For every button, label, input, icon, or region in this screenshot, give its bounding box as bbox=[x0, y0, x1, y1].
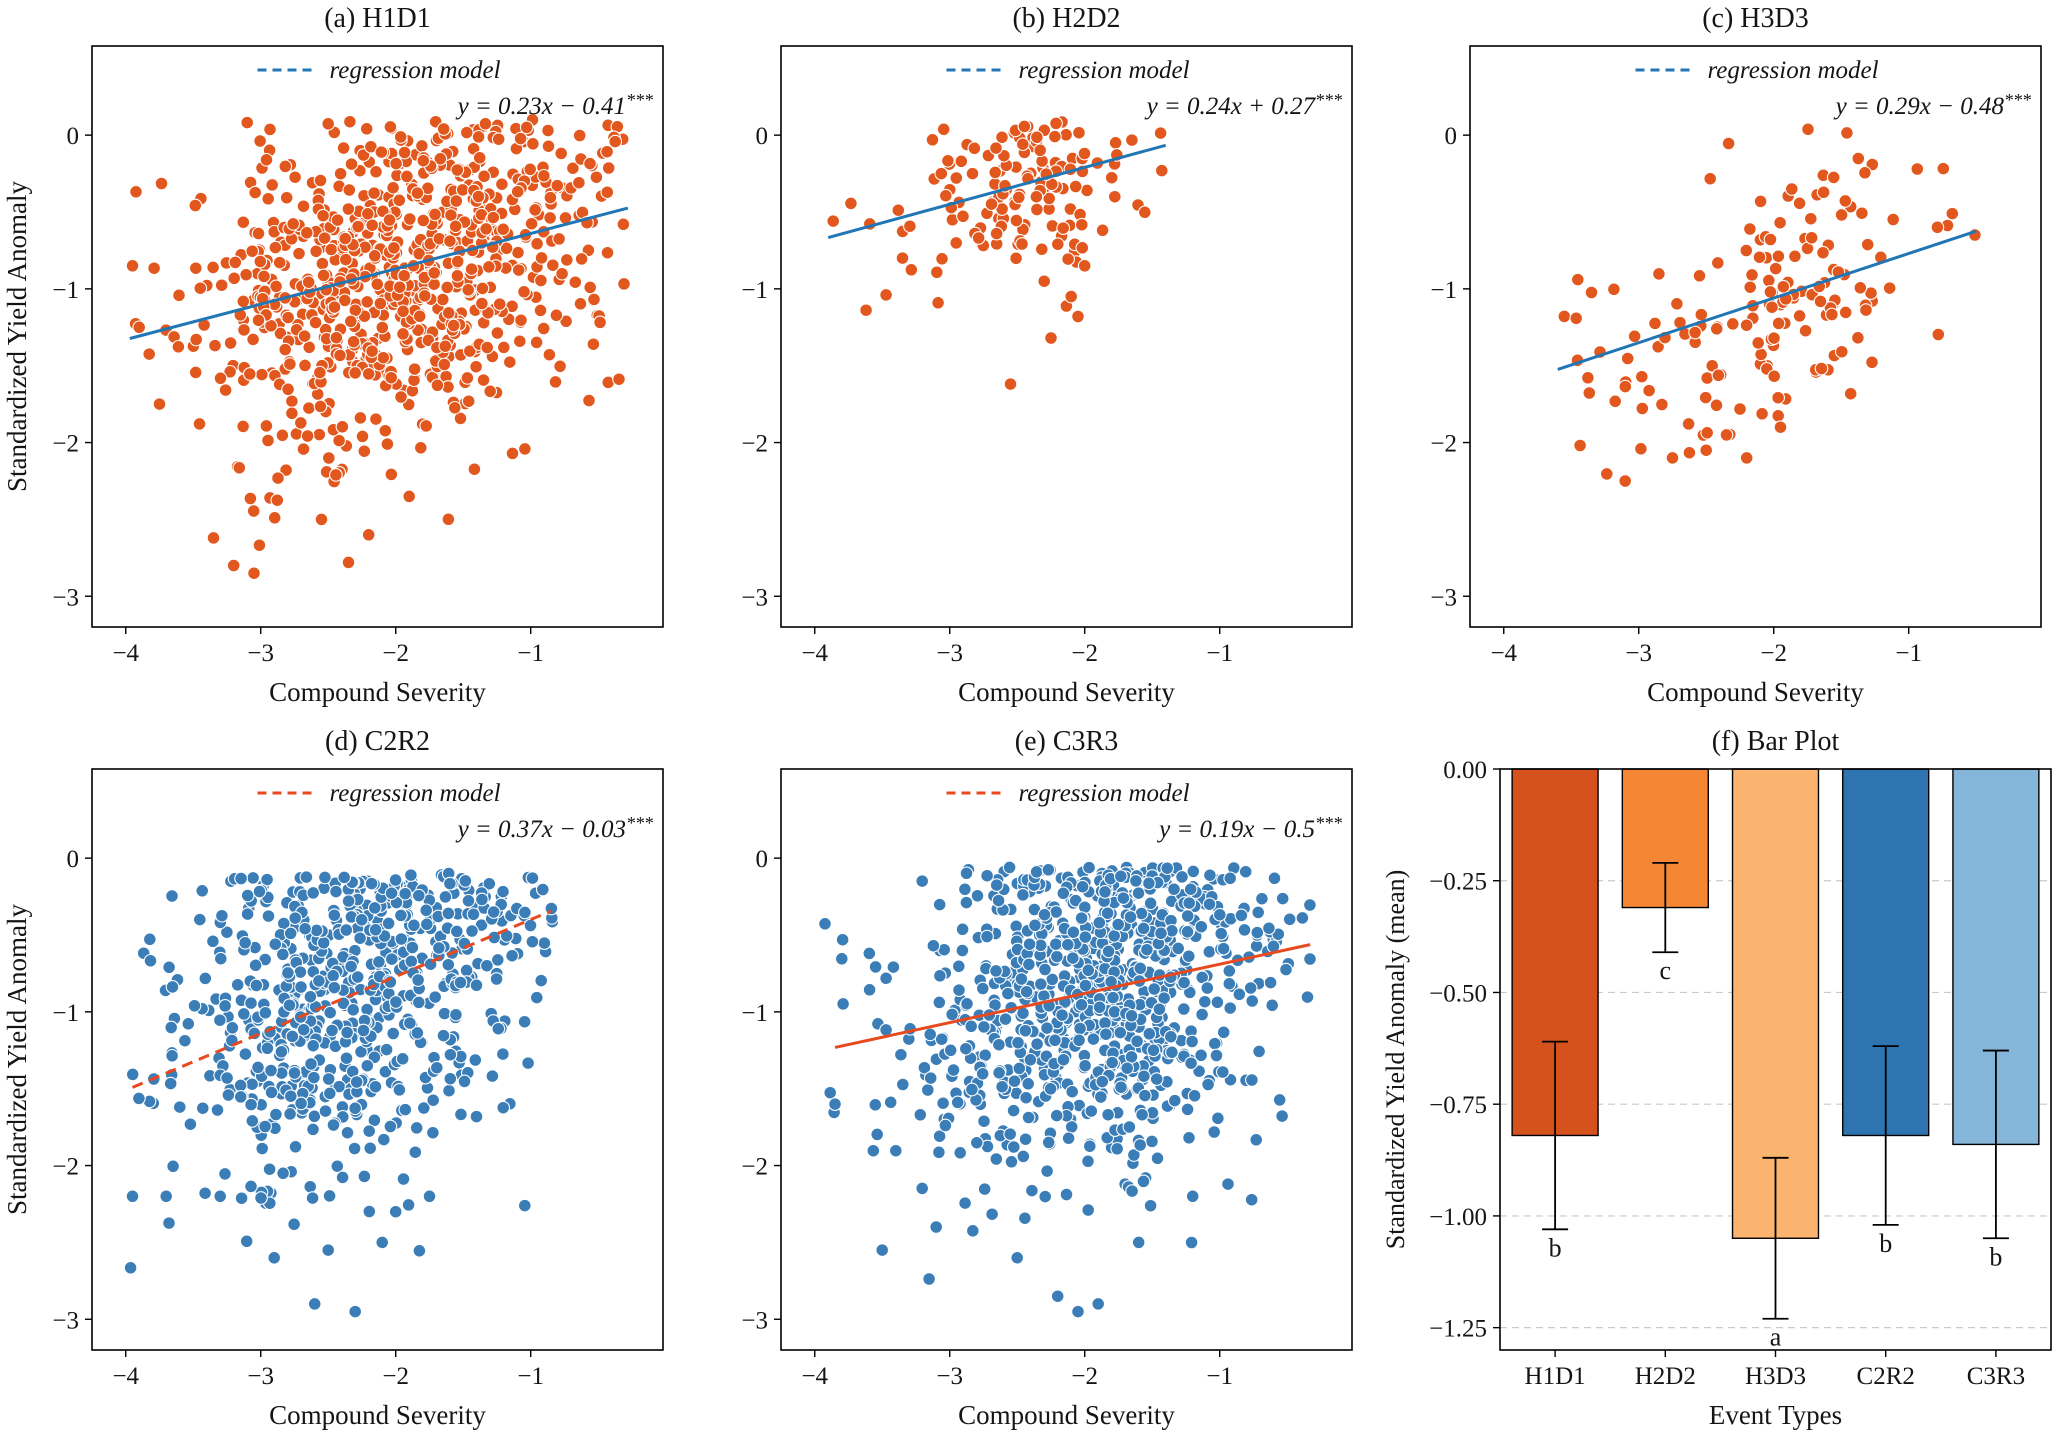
svg-text:y = 0.23x − 0.41***: y = 0.23x − 0.41*** bbox=[455, 90, 653, 120]
svg-text:H2D2: H2D2 bbox=[1635, 1363, 1696, 1390]
svg-text:(d) C2R2: (d) C2R2 bbox=[325, 726, 430, 757]
svg-text:−2: −2 bbox=[52, 1154, 79, 1181]
svg-text:a: a bbox=[1770, 1323, 1782, 1352]
svg-text:−2: −2 bbox=[1760, 640, 1787, 667]
svg-text:0: 0 bbox=[756, 123, 769, 150]
svg-text:y = 0.24x + 0.27***: y = 0.24x + 0.27*** bbox=[1144, 90, 1342, 120]
svg-text:b: b bbox=[1989, 1242, 2002, 1271]
svg-text:−3: −3 bbox=[936, 1363, 963, 1390]
panel-a-h1d1: (a) H1D1 −4 −3 −2 −1 0 −1 −2 −3 Compound Severity… bbox=[0, 0, 689, 723]
svg-text:(c) H3D3: (c) H3D3 bbox=[1702, 3, 1809, 34]
scatter-chart-h3d3: (c) H3D3 −4 −3 −2 −1 0 −1 −2 −3 Compound Severity… bbox=[1430, 3, 2042, 707]
svg-text:−2: −2 bbox=[1430, 431, 1457, 458]
svg-text:−1: −1 bbox=[741, 1000, 768, 1027]
svg-text:−1: −1 bbox=[1895, 640, 1922, 667]
svg-text:H1D1: H1D1 bbox=[1525, 1363, 1586, 1390]
scatter-chart-h1d1: (a) H1D1 −4 −3 −2 −1 0 −1 −2 −3 Compound Severity… bbox=[2, 3, 664, 707]
panel-f-bar-plot: (f) Bar Plot b H1D1 c H2D2 a H3D3 b C2R2 b C3R3 0.0… bbox=[1378, 723, 2067, 1446]
scatter-chart-h2d2: (b) H2D2 −4 −3 −2 −1 0 −1 −2 −3 Compound Severity… bbox=[741, 3, 1353, 707]
svg-text:−1: −1 bbox=[741, 277, 768, 304]
svg-text:Standardized Yield Anomaly: Standardized Yield Anomaly bbox=[2, 181, 32, 492]
panel-b-h2d2: (b) H2D2 −4 −3 −2 −1 0 −1 −2 −3 Compound Severity… bbox=[689, 0, 1378, 723]
svg-text:−2: −2 bbox=[1071, 640, 1098, 667]
svg-text:−4: −4 bbox=[1490, 640, 1517, 667]
svg-text:Compound Severity: Compound Severity bbox=[269, 677, 486, 707]
svg-text:−4: −4 bbox=[801, 640, 828, 667]
scatter-chart-c2r2: (d) C2R2 −4 −3 −2 −1 0 −1 −2 −3 Compound Severity… bbox=[2, 726, 664, 1430]
svg-text:(a) H1D1: (a) H1D1 bbox=[324, 3, 431, 34]
svg-text:y = 0.29x − 0.48***: y = 0.29x − 0.48*** bbox=[1833, 90, 2031, 120]
svg-text:−4: −4 bbox=[801, 1363, 828, 1390]
svg-text:(f) Bar Plot: (f) Bar Plot bbox=[1712, 726, 1840, 757]
svg-text:−3: −3 bbox=[1430, 584, 1457, 611]
svg-text:−3: −3 bbox=[741, 1307, 768, 1334]
svg-text:−1: −1 bbox=[517, 640, 544, 667]
svg-text:c: c bbox=[1660, 956, 1672, 985]
scatter-chart-c3r3: (e) C3R3 −4 −3 −2 −1 0 −1 −2 −3 Compound Severity… bbox=[741, 726, 1353, 1430]
svg-text:−2: −2 bbox=[52, 431, 79, 458]
svg-text:−3: −3 bbox=[1625, 640, 1652, 667]
svg-text:Event Types: Event Types bbox=[1709, 1400, 1842, 1430]
svg-text:−1.25: −1.25 bbox=[1429, 1316, 1487, 1343]
panel-e-c3r3: (e) C3R3 −4 −3 −2 −1 0 −1 −2 −3 Compound Severity… bbox=[689, 723, 1378, 1446]
svg-text:−3: −3 bbox=[52, 584, 79, 611]
svg-text:b: b bbox=[1879, 1229, 1892, 1258]
svg-text:−1: −1 bbox=[517, 1363, 544, 1390]
svg-text:−0.50: −0.50 bbox=[1429, 980, 1487, 1007]
svg-text:−3: −3 bbox=[741, 584, 768, 611]
svg-text:(b) H2D2: (b) H2D2 bbox=[1012, 3, 1120, 34]
bar-chart-event-types: (f) Bar Plot b H1D1 c H2D2 a H3D3 b C2R2 b C3R3 0.0… bbox=[1381, 726, 2052, 1430]
svg-text:H3D3: H3D3 bbox=[1745, 1363, 1806, 1390]
svg-text:(e) C3R3: (e) C3R3 bbox=[1015, 726, 1118, 757]
svg-text:−1: −1 bbox=[52, 1000, 79, 1027]
svg-text:−0.25: −0.25 bbox=[1429, 869, 1487, 896]
svg-text:0: 0 bbox=[756, 846, 769, 873]
svg-text:Compound Severity: Compound Severity bbox=[958, 677, 1175, 707]
svg-text:−3: −3 bbox=[247, 640, 274, 667]
panel-d-c2r2: (d) C2R2 −4 −3 −2 −1 0 −1 −2 −3 Compound Severity… bbox=[0, 723, 689, 1446]
svg-text:−2: −2 bbox=[382, 1363, 409, 1390]
svg-text:C3R3: C3R3 bbox=[1967, 1363, 2025, 1390]
svg-text:0: 0 bbox=[67, 123, 80, 150]
svg-text:−3: −3 bbox=[52, 1307, 79, 1334]
svg-text:−4: −4 bbox=[112, 640, 139, 667]
svg-text:−1.00: −1.00 bbox=[1429, 1204, 1487, 1231]
svg-text:y = 0.19x − 0.5***: y = 0.19x − 0.5*** bbox=[1156, 813, 1342, 843]
svg-text:Compound Severity: Compound Severity bbox=[269, 1400, 486, 1430]
svg-text:0.00: 0.00 bbox=[1443, 757, 1487, 784]
svg-text:C2R2: C2R2 bbox=[1857, 1363, 1915, 1390]
svg-text:Compound Severity: Compound Severity bbox=[1647, 677, 1864, 707]
svg-text:0: 0 bbox=[67, 846, 80, 873]
svg-text:−2: −2 bbox=[382, 640, 409, 667]
svg-text:−2: −2 bbox=[741, 1154, 768, 1181]
svg-text:−3: −3 bbox=[936, 640, 963, 667]
svg-text:−1: −1 bbox=[1206, 640, 1233, 667]
svg-text:regression model: regression model bbox=[1019, 780, 1190, 807]
svg-text:0: 0 bbox=[1445, 123, 1458, 150]
panel-c-h3d3: (c) H3D3 −4 −3 −2 −1 0 −1 −2 −3 Compound Severity… bbox=[1378, 0, 2067, 723]
svg-text:Compound Severity: Compound Severity bbox=[958, 1400, 1175, 1430]
svg-text:−1: −1 bbox=[52, 277, 79, 304]
svg-text:regression model: regression model bbox=[1708, 57, 1879, 84]
svg-text:y = 0.37x − 0.03***: y = 0.37x − 0.03*** bbox=[455, 813, 653, 843]
svg-text:−4: −4 bbox=[112, 1363, 139, 1390]
svg-text:regression model: regression model bbox=[1019, 57, 1190, 84]
svg-text:b: b bbox=[1549, 1233, 1562, 1262]
svg-text:−1: −1 bbox=[1206, 1363, 1233, 1390]
svg-text:−2: −2 bbox=[741, 431, 768, 458]
svg-text:Standardized Yield Anomaly: Standardized Yield Anomaly bbox=[2, 904, 32, 1215]
svg-text:−0.75: −0.75 bbox=[1429, 1092, 1487, 1119]
svg-text:regression model: regression model bbox=[330, 57, 501, 84]
svg-text:−1: −1 bbox=[1430, 277, 1457, 304]
svg-text:−3: −3 bbox=[247, 1363, 274, 1390]
svg-text:Standardized Yield Anomaly (me: Standardized Yield Anomaly (mean) bbox=[1381, 870, 1410, 1250]
svg-text:−2: −2 bbox=[1071, 1363, 1098, 1390]
svg-text:regression model: regression model bbox=[330, 780, 501, 807]
